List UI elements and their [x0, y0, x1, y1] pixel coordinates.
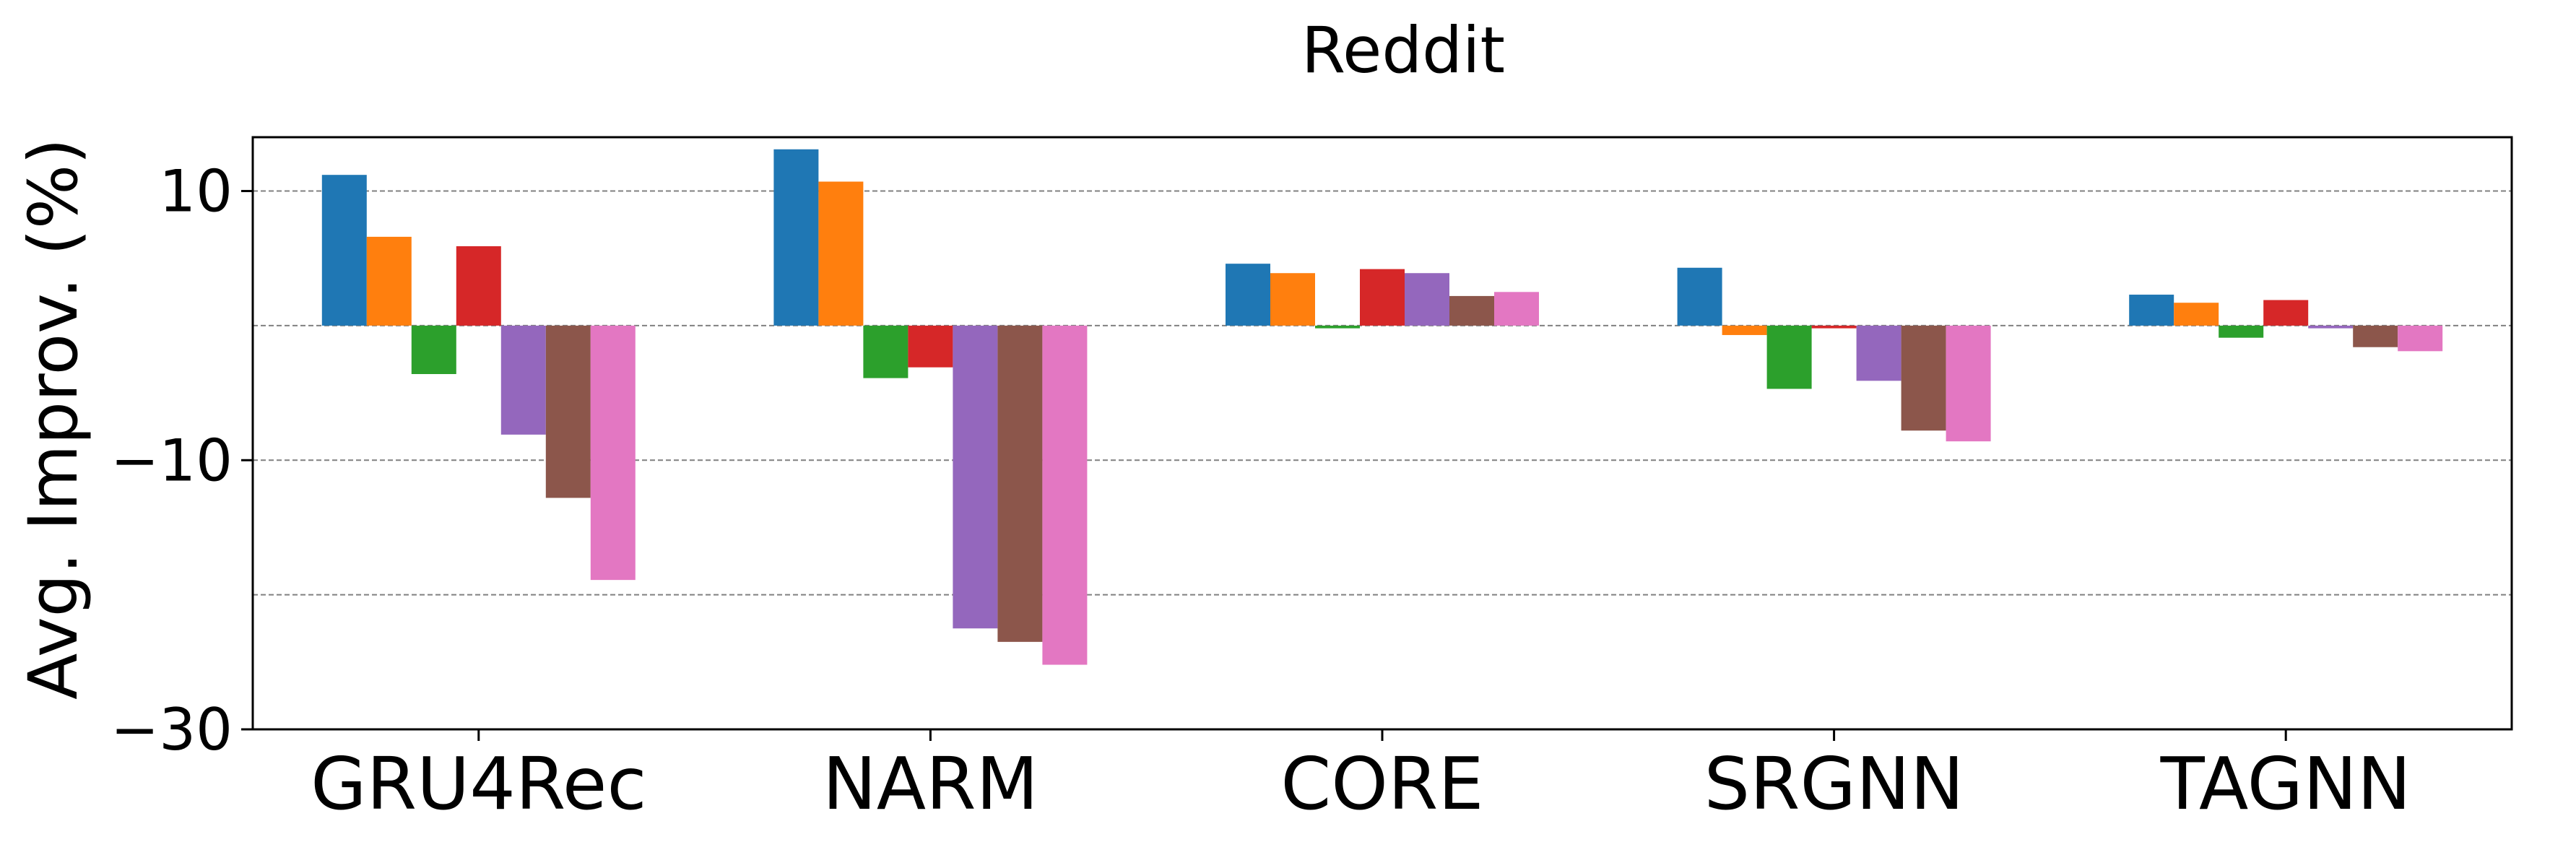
bar: [773, 149, 819, 326]
bar: [2398, 325, 2443, 352]
bar: [545, 325, 591, 498]
bar: [500, 325, 546, 435]
bar: [1270, 273, 1315, 326]
x-tick-label: CORE: [1280, 742, 1483, 826]
y-axis-ticks: 10 −10 −30: [110, 158, 253, 763]
bar: [1449, 295, 1494, 326]
bar: [953, 325, 998, 629]
bar: [997, 325, 1043, 642]
bar: [1946, 325, 1991, 442]
y-tick-label: −10: [110, 427, 233, 494]
bar: [590, 325, 636, 581]
bar: [863, 325, 908, 378]
bar: [1360, 269, 1405, 326]
x-tick-label: SRGNN: [1704, 742, 1964, 826]
bar: [1811, 325, 1857, 329]
bar: [908, 325, 953, 368]
y-tick-label: 10: [159, 158, 233, 225]
x-tick-label: GRU4Rec: [311, 742, 646, 826]
plot-frame: [251, 136, 2513, 731]
bar: [366, 236, 412, 326]
x-tick-label: NARM: [823, 742, 1038, 826]
bar: [2308, 325, 2354, 329]
bar: [2129, 295, 2174, 326]
bars: [321, 149, 2443, 665]
x-axis-ticks: GRU4Rec NARM CORE SRGNN TAGNN: [311, 729, 2411, 826]
bar: [1766, 325, 1812, 389]
bar: [2263, 300, 2309, 326]
bar: [2219, 325, 2264, 338]
bar: [456, 246, 501, 326]
bar: [2174, 303, 2219, 326]
chart-title: Reddit: [1301, 13, 1505, 87]
bar: [1722, 325, 1767, 335]
bar: [1042, 325, 1088, 665]
bar: [1856, 325, 1901, 381]
bar: [2353, 325, 2398, 347]
y-axis-label: Avg. Improv. (%): [14, 138, 93, 700]
bar: [411, 325, 456, 374]
bar: [321, 175, 367, 326]
x-tick-label: TAGNN: [2160, 742, 2411, 826]
bar: [1315, 325, 1360, 329]
bar: [1677, 267, 1722, 326]
bar: [1494, 292, 1539, 326]
bar: [1901, 325, 1946, 431]
bar: [818, 181, 864, 326]
bar: [1226, 264, 1270, 326]
bar: [1405, 273, 1449, 326]
y-tick-label: −30: [110, 696, 233, 763]
